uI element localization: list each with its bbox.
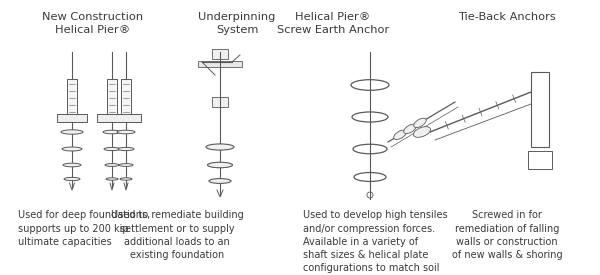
Text: Helical Pier®
Screw Earth Anchor: Helical Pier® Screw Earth Anchor <box>277 12 389 35</box>
Ellipse shape <box>394 130 406 139</box>
Ellipse shape <box>61 130 83 134</box>
Ellipse shape <box>103 130 121 134</box>
FancyBboxPatch shape <box>57 114 87 122</box>
Ellipse shape <box>208 162 233 168</box>
FancyBboxPatch shape <box>198 61 242 67</box>
FancyBboxPatch shape <box>107 79 117 117</box>
Ellipse shape <box>206 144 234 150</box>
Ellipse shape <box>117 130 135 134</box>
Text: Screwed in for
remediation of falling
walls or construction
of new walls & shori: Screwed in for remediation of falling wa… <box>452 210 562 260</box>
Ellipse shape <box>105 164 119 166</box>
Text: Used to remediate building
settlement or to supply
additional loads to an
existi: Used to remediate building settlement or… <box>110 210 244 260</box>
Text: New Construction
Helical Pier®: New Construction Helical Pier® <box>43 12 143 35</box>
Ellipse shape <box>414 118 426 128</box>
FancyBboxPatch shape <box>97 114 141 122</box>
Ellipse shape <box>118 147 134 151</box>
Ellipse shape <box>209 178 231 183</box>
Text: Used for deep foundations,
supports up to 200 kip
ultimate capacities: Used for deep foundations, supports up t… <box>18 210 150 247</box>
Text: Tie-Back Anchors: Tie-Back Anchors <box>458 12 556 22</box>
FancyBboxPatch shape <box>212 97 228 107</box>
Ellipse shape <box>106 178 118 180</box>
Text: Underpinning
System: Underpinning System <box>199 12 275 35</box>
Ellipse shape <box>404 124 416 134</box>
FancyBboxPatch shape <box>121 79 131 117</box>
Ellipse shape <box>119 164 133 166</box>
Ellipse shape <box>413 127 431 137</box>
Ellipse shape <box>64 177 80 181</box>
Ellipse shape <box>104 147 120 151</box>
FancyBboxPatch shape <box>67 79 77 117</box>
Text: Used to develop high tensiles
and/or compression forces.
Available in a variety : Used to develop high tensiles and/or com… <box>303 210 448 275</box>
Ellipse shape <box>120 178 132 180</box>
Ellipse shape <box>63 163 81 167</box>
Ellipse shape <box>62 147 82 151</box>
FancyBboxPatch shape <box>212 49 228 59</box>
